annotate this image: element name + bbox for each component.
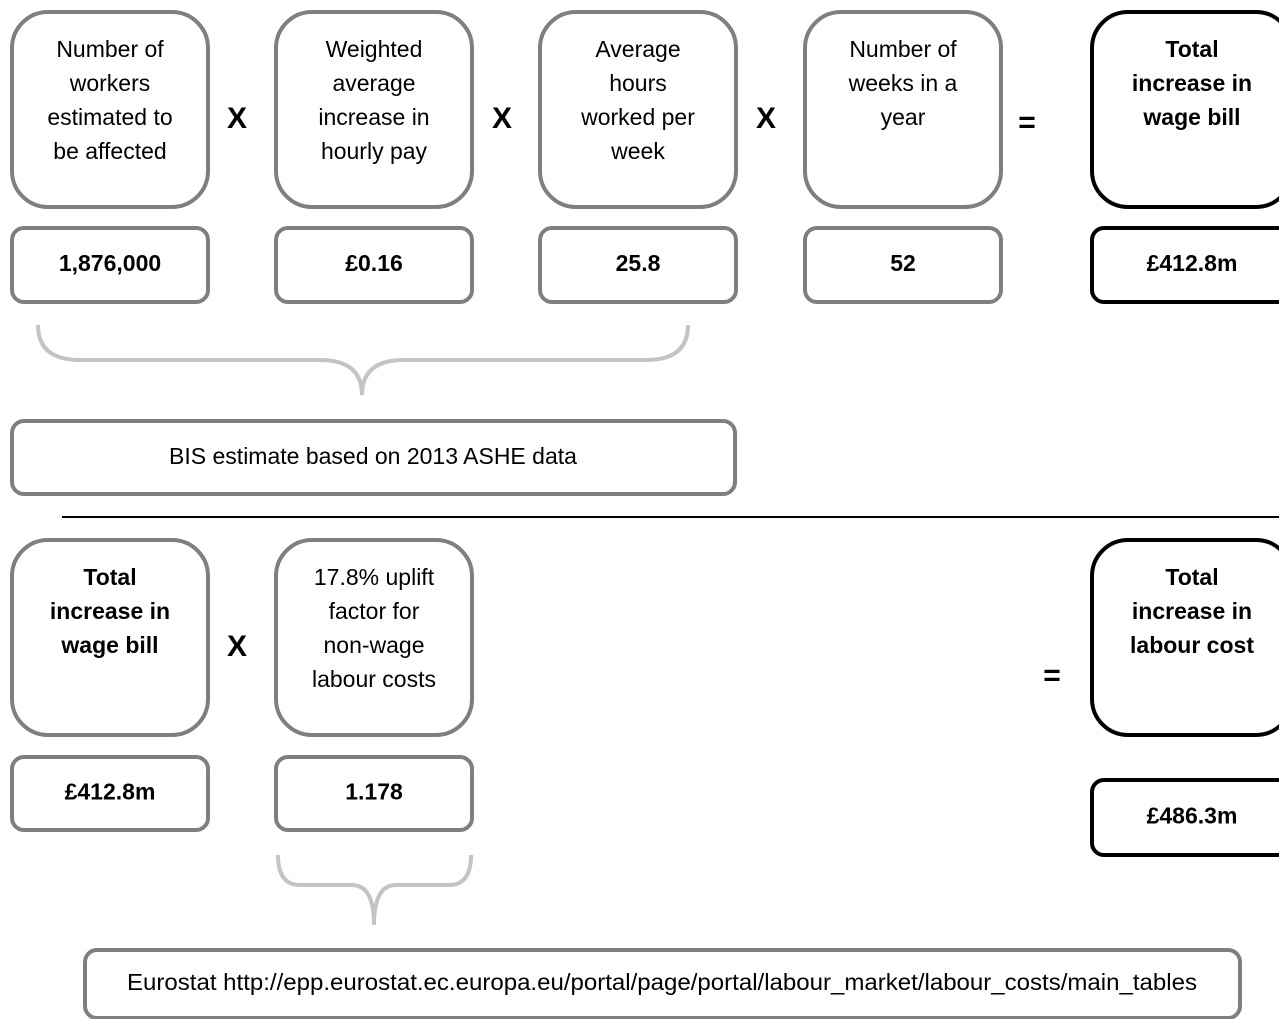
value: £412.8m: [65, 779, 156, 805]
label-line: Number of: [849, 36, 957, 62]
value-box: [1090, 778, 1279, 857]
label-line: wage bill: [60, 632, 158, 658]
label-line: increase in: [1132, 598, 1252, 624]
operator: =: [1018, 106, 1036, 139]
label-line: hourly pay: [321, 138, 428, 164]
label-line: factor for: [329, 598, 420, 624]
value-box: [538, 226, 738, 304]
label-line: Number of: [56, 36, 164, 62]
source: Eurostat http://epp.eurostat.ec.europa.e…: [127, 969, 1197, 995]
label-line: Total: [1165, 564, 1218, 590]
label-line: weeks in a: [848, 70, 958, 96]
value: £412.8m: [1147, 250, 1238, 276]
value-box: [10, 226, 210, 304]
label-line: Total: [83, 564, 136, 590]
value: 1.178: [345, 779, 403, 805]
label-line: average: [332, 70, 415, 96]
label-line: worked per: [580, 104, 695, 130]
label-line: labour cost: [1130, 632, 1254, 658]
value: £0.16: [345, 250, 403, 276]
label-line: Weighted: [326, 36, 423, 62]
label-line: labour costs: [312, 666, 436, 692]
label-box: [538, 10, 738, 209]
label-line: increase in: [1132, 70, 1252, 96]
value-box: [274, 755, 474, 832]
value: 25.8: [616, 250, 661, 276]
source-box: [83, 948, 1242, 1019]
label-box: [803, 10, 1003, 209]
label-box: [1090, 10, 1279, 209]
label-line: be affected: [53, 138, 166, 164]
label-line: increase in: [318, 104, 429, 130]
label-line: 17.8% uplift: [314, 564, 435, 590]
operator: X: [756, 102, 776, 135]
label-line: year: [881, 104, 926, 130]
operator: X: [492, 102, 512, 135]
label-line: Average: [595, 36, 680, 62]
label-line: Total: [1165, 36, 1218, 62]
operator: X: [227, 102, 247, 135]
label-box: [10, 10, 210, 209]
value-box: [803, 226, 1003, 304]
value-box: [1090, 226, 1279, 304]
label-line: week: [610, 138, 665, 164]
label-box: [10, 538, 210, 737]
operator: =: [1043, 659, 1061, 692]
source-box: [10, 419, 737, 496]
value-box: [274, 226, 474, 304]
brace: [36, 324, 690, 396]
label-box: [1090, 538, 1279, 737]
label-line: hours: [609, 70, 667, 96]
value: 1,876,000: [59, 250, 161, 276]
value-box: [10, 755, 210, 832]
label-line: non-wage: [323, 632, 424, 658]
value: 52: [890, 250, 916, 276]
label-line: workers: [69, 70, 151, 96]
label-box: [274, 538, 474, 737]
brace: [276, 854, 473, 926]
operator: X: [227, 630, 247, 663]
value: £486.3m: [1147, 803, 1238, 829]
source: BIS estimate based on 2013 ASHE data: [169, 443, 577, 469]
label-box: [274, 10, 474, 209]
label-line: increase in: [50, 598, 170, 624]
label-line: wage bill: [1142, 104, 1240, 130]
label-line: estimated to: [47, 104, 172, 130]
